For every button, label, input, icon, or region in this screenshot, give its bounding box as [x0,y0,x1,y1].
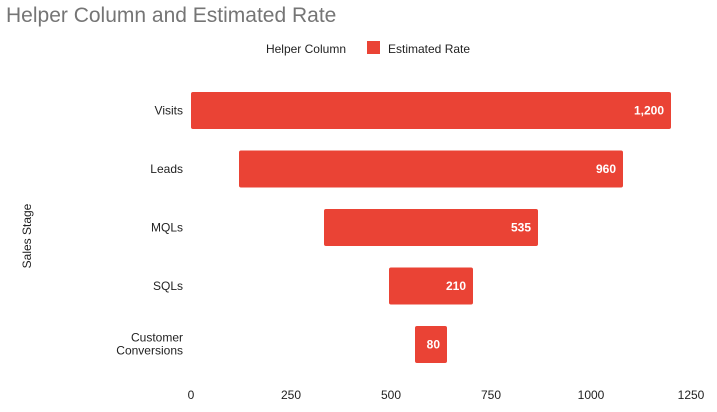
x-axis-ticks: 0 250 500 750 1000 1250 [188,388,705,402]
bar-leads [239,150,623,188]
category-label-mqls: MQLs [151,221,183,235]
legend: Helper Column Estimated Rate [266,41,470,56]
legend-label-estimated-rate: Estimated Rate [388,42,470,56]
x-tick-label-1250: 1250 [678,388,705,402]
category-label-sqls: SQLs [153,279,183,293]
category-labels: Visits Leads MQLs SQLs Customer Conversions [116,104,183,358]
bar-sqls [389,267,473,305]
data-label-customer-conversions: 80 [427,338,441,352]
x-tick-label-0: 0 [188,388,195,402]
data-label-leads: 960 [596,162,616,176]
data-label-visits: 1,200 [634,104,664,118]
data-label-sqls: 210 [446,279,466,293]
data-label-mqls: 535 [511,221,531,235]
bar-visits [191,92,671,129]
legend-label-helper-column: Helper Column [266,42,346,56]
y-axis-title: Sales Stage [20,203,34,268]
chart-title: Helper Column and Estimated Rate [6,4,336,27]
legend-swatch-estimated-rate [367,41,380,54]
x-tick-label-750: 750 [481,388,501,402]
bar-mqls [324,209,538,246]
bar-customer-conversions [415,326,447,363]
x-tick-label-1000: 1000 [578,388,605,402]
x-tick-label-500: 500 [381,388,401,402]
category-label-leads: Leads [150,162,183,176]
category-label-visits: Visits [155,104,183,118]
x-tick-label-250: 250 [281,388,301,402]
category-label-customer-conversions: Customer Conversions [116,331,183,358]
bars-group: 1,200 960 535 210 80 [191,92,671,363]
